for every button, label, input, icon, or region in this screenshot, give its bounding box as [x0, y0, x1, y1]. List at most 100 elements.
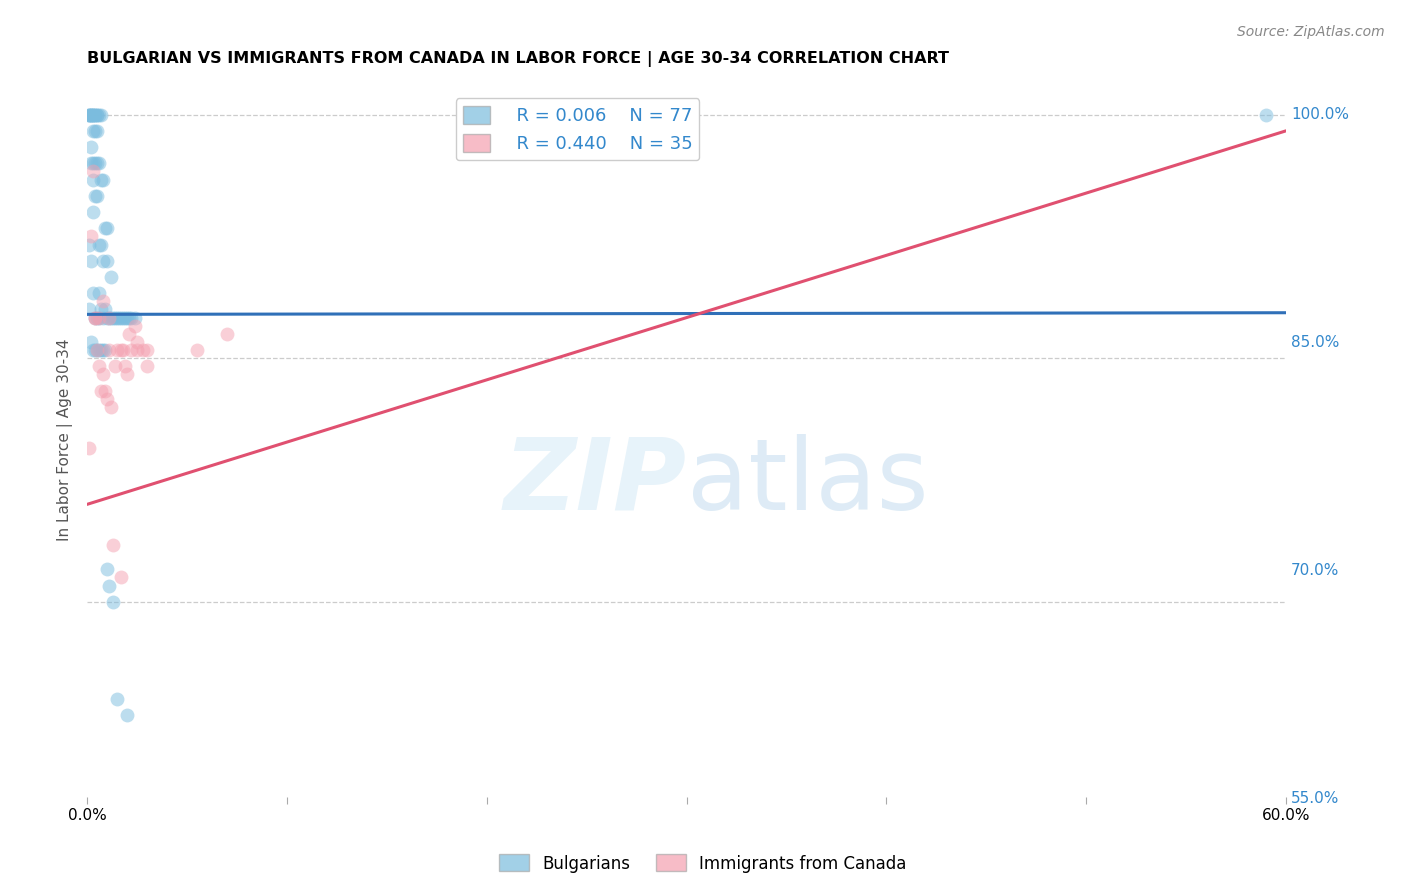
- Point: [86, 343, 108, 357]
- Point: [100, 400, 122, 414]
- Point: [120, 310, 142, 325]
- Point: [87, 310, 110, 325]
- Point: [132, 343, 155, 357]
- Point: [94, 343, 117, 357]
- Point: [96, 392, 118, 406]
- Point: [96, 562, 118, 576]
- Point: [101, 538, 124, 552]
- Point: [215, 326, 238, 341]
- Point: [91, 294, 114, 309]
- Text: Source: ZipAtlas.com: Source: ZipAtlas.com: [1237, 25, 1385, 39]
- Point: [91, 253, 114, 268]
- Point: [90, 107, 112, 121]
- Point: [90, 302, 112, 317]
- Point: [84, 310, 107, 325]
- Text: ZIP: ZIP: [503, 434, 686, 531]
- Point: [136, 359, 159, 374]
- Point: [82, 124, 104, 138]
- Point: [82, 156, 104, 170]
- Point: [110, 570, 132, 584]
- Point: [96, 310, 118, 325]
- Point: [80, 107, 103, 121]
- Point: [82, 205, 104, 219]
- Point: [82, 164, 104, 178]
- Point: [82, 343, 104, 357]
- Point: [110, 343, 132, 357]
- Point: [104, 310, 127, 325]
- Legend: Bulgarians, Immigrants from Canada: Bulgarians, Immigrants from Canada: [494, 847, 912, 880]
- Point: [90, 172, 112, 186]
- Point: [77, 441, 100, 455]
- Point: [91, 368, 114, 382]
- Point: [84, 156, 107, 170]
- Point: [120, 343, 142, 357]
- Point: [77, 107, 100, 121]
- Text: BULGARIAN VS IMMIGRANTS FROM CANADA IN LABOR FORCE | AGE 30-34 CORRELATION CHART: BULGARIAN VS IMMIGRANTS FROM CANADA IN L…: [87, 51, 949, 67]
- Point: [101, 595, 124, 609]
- Point: [112, 343, 135, 357]
- Point: [115, 368, 138, 382]
- Point: [84, 124, 107, 138]
- Point: [114, 310, 136, 325]
- Point: [90, 384, 112, 398]
- Point: [84, 310, 107, 325]
- Point: [96, 253, 118, 268]
- Point: [124, 318, 146, 333]
- Point: [91, 310, 114, 325]
- Point: [82, 107, 104, 121]
- Point: [118, 326, 141, 341]
- Point: [100, 270, 122, 285]
- Point: [90, 343, 112, 357]
- Point: [84, 189, 107, 203]
- Point: [84, 343, 107, 357]
- Point: [87, 107, 110, 121]
- Point: [86, 310, 108, 325]
- Point: [86, 189, 108, 203]
- Point: [94, 384, 117, 398]
- Point: [124, 310, 146, 325]
- Point: [98, 343, 121, 357]
- Y-axis label: In Labor Force | Age 30-34: In Labor Force | Age 30-34: [58, 338, 73, 541]
- Point: [115, 708, 138, 723]
- Point: [105, 310, 128, 325]
- Point: [94, 221, 117, 235]
- Legend:   R = 0.006    N = 77,   R = 0.440    N = 35: R = 0.006 N = 77, R = 0.440 N = 35: [456, 98, 700, 161]
- Point: [86, 107, 108, 121]
- Point: [87, 237, 110, 252]
- Point: [80, 334, 103, 349]
- Point: [87, 343, 110, 357]
- Point: [125, 334, 148, 349]
- Point: [110, 310, 132, 325]
- Point: [86, 124, 108, 138]
- Point: [90, 237, 112, 252]
- Point: [98, 310, 121, 325]
- Point: [87, 359, 110, 374]
- Point: [91, 343, 114, 357]
- Point: [84, 107, 107, 121]
- Point: [80, 107, 103, 121]
- Point: [125, 343, 148, 357]
- Point: [82, 107, 104, 121]
- Point: [86, 156, 108, 170]
- Point: [91, 172, 114, 186]
- Point: [98, 310, 121, 325]
- Point: [96, 221, 118, 235]
- Point: [84, 107, 107, 121]
- Point: [186, 343, 208, 357]
- Point: [100, 310, 122, 325]
- Point: [125, 855, 148, 869]
- Point: [105, 692, 128, 706]
- Point: [82, 172, 104, 186]
- Point: [98, 578, 121, 592]
- Point: [80, 107, 103, 121]
- Point: [86, 107, 108, 121]
- Point: [136, 343, 159, 357]
- Point: [104, 359, 127, 374]
- Point: [87, 310, 110, 325]
- Point: [114, 359, 136, 374]
- Point: [84, 310, 107, 325]
- Point: [80, 229, 103, 244]
- Point: [80, 140, 103, 154]
- Point: [118, 310, 141, 325]
- Point: [101, 310, 124, 325]
